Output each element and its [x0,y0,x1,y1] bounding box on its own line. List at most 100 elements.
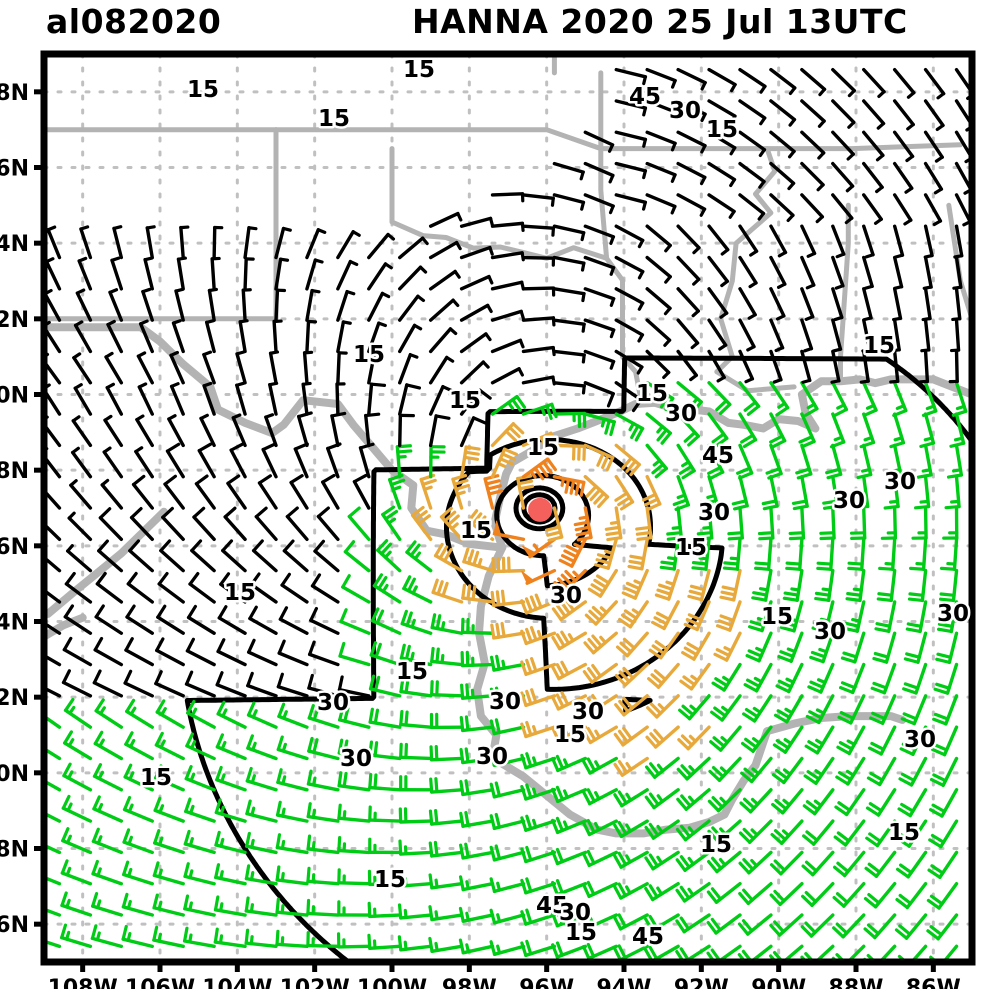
wind-barb [740,756,773,784]
wind-barb [892,99,915,131]
wind-barb [489,940,526,957]
wind-barb [492,520,526,542]
wind-barb [926,913,959,941]
wind-barb [614,443,642,477]
x-tick-label: 90W [751,976,806,989]
wind-barb [819,506,836,541]
wind-barb [809,631,835,664]
wind-barb [215,671,247,698]
wind-barb [352,473,371,510]
wind-barb [46,225,62,260]
wind-barb [544,506,564,542]
wind-barb [141,287,154,322]
wind-barb [410,505,433,542]
wind-barb [305,228,327,260]
wind-barb [727,506,744,541]
wind-barb [644,913,680,933]
wind-barb [428,444,446,479]
wind-barb [645,443,669,479]
wind-barb [836,725,866,756]
wind-barb [490,621,526,640]
wind-barb [929,756,959,788]
wind-barb [489,686,526,704]
wind-barb [920,318,931,353]
wind-barb [458,906,495,923]
wind-barb [831,224,846,259]
wind-barb [122,795,154,823]
wind-barb [583,412,616,437]
wind-barb [676,756,711,781]
wind-barb [367,351,383,385]
contour-label: 15 [888,820,920,846]
wind-barb [923,67,946,100]
wind-barb [155,699,185,729]
wind-barb [400,609,433,635]
wind-barb [754,537,773,571]
wind-barb [769,67,797,96]
wind-barb [368,773,402,792]
wind-barb [864,850,897,878]
wind-barb [676,349,698,382]
wind-barb [399,710,433,729]
wind-barb [91,827,124,855]
wind-barb [701,474,720,511]
wind-barb [268,381,279,416]
wind-barb [802,788,835,816]
wind-barb [122,860,154,886]
wind-barb [604,506,623,542]
wind-barb [376,539,402,573]
wind-barb [751,568,773,602]
wind-barb [862,287,873,322]
wind-barb [490,394,527,416]
wind-barb [202,350,216,385]
wind-barb [398,323,423,354]
wind-barb [337,868,371,886]
y-tick-label: 28N [0,459,29,484]
wind-barb [863,913,897,940]
wind-barb [341,574,371,604]
wind-barb [59,923,93,949]
wind-barb [738,67,767,94]
wind-barb [769,318,785,353]
wind-barb [306,834,340,855]
wind-barb [183,862,216,886]
wind-barb [347,506,371,542]
wind-barb [521,316,556,327]
wind-barb [769,381,790,417]
wind-barb [460,650,495,668]
wind-barb [867,725,897,756]
page-title: HANNA 2020 25 Jul 13UTC [412,2,908,41]
wind-barb [800,318,814,353]
wind-barb [490,367,524,385]
wind-barb [428,211,463,228]
wind-barb [428,384,457,416]
wind-barb [520,908,557,926]
wind-barb [675,850,711,872]
wind-barb [582,788,618,806]
wind-barb [738,161,766,189]
wind-barb [245,766,278,792]
wind-barb [942,506,959,540]
wind-barb [798,412,816,449]
wind-barb [241,288,252,322]
wind-barb [306,866,340,886]
wind-barb [367,321,387,354]
wind-barb [769,99,797,127]
wind-barb [459,388,492,416]
wind-barb [765,443,783,480]
wind-barb [933,662,959,695]
wind-barb [307,736,340,761]
contour-label: 45 [702,443,734,469]
wind-barb [306,769,340,792]
wind-barb [338,641,371,667]
wind-barb [711,662,742,692]
y-tick-label: 30N [0,384,29,409]
wind-barb [430,613,464,635]
wind-barb [645,130,677,152]
wind-barb [276,735,309,761]
wind-barb [645,161,677,183]
wind-barb [490,589,526,608]
wind-barb [615,631,649,658]
wind-barb [156,604,185,635]
wind-barb [707,287,729,319]
